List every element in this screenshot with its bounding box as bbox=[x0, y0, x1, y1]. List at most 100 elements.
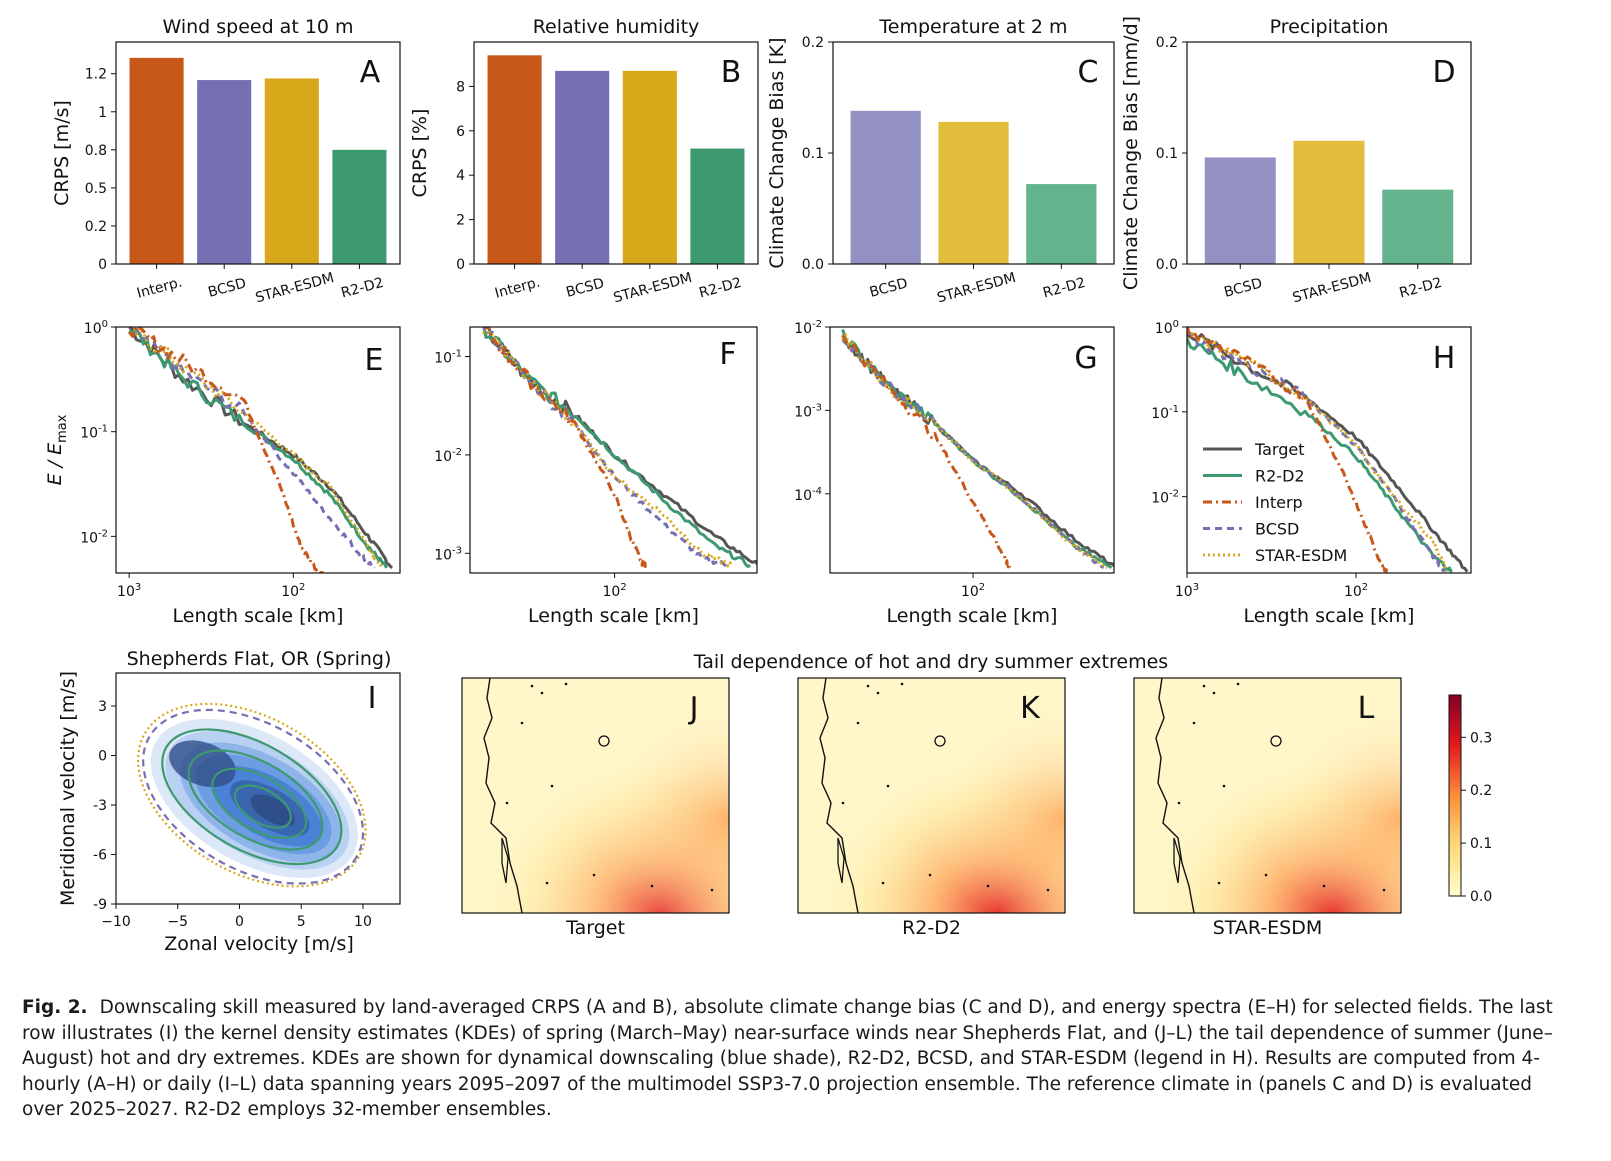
y-tick-label: 0 bbox=[98, 749, 107, 765]
x-tick-label: 102 bbox=[602, 582, 626, 600]
x-tick-label: 5 bbox=[297, 914, 306, 930]
map-island-dot bbox=[876, 691, 880, 695]
x-tick-label: BCSD bbox=[206, 275, 248, 301]
panel-i: −10 −5 0 5 10 -9 -6 -3 0 3 Shepherds Flat, OR (Spr… bbox=[57, 648, 401, 955]
map-island-dot bbox=[866, 684, 870, 688]
caption-text: Downscaling skill measured by land-avera… bbox=[22, 997, 1553, 1120]
y-axis-label: E / Emax bbox=[44, 414, 70, 485]
legend-label: BCSD bbox=[1255, 520, 1299, 539]
x-tick-label: STAR-ESDM bbox=[612, 270, 694, 306]
x-axis-label: Zonal velocity [m/s] bbox=[164, 933, 354, 955]
panel-title: Temperature at 2 m bbox=[878, 16, 1067, 38]
series-line-target bbox=[484, 327, 757, 566]
map-island-dot bbox=[856, 721, 860, 725]
series-group bbox=[1187, 327, 1469, 573]
panel-title: Relative humidity bbox=[533, 16, 700, 38]
x-tick-label: 102 bbox=[281, 582, 305, 600]
panel-letter: I bbox=[368, 681, 377, 716]
map-lake-outline bbox=[934, 735, 946, 747]
panel-letter: G bbox=[1074, 341, 1097, 376]
figure-caption: Fig. 2. Downscaling skill measured by lan… bbox=[22, 995, 1562, 1123]
map-l: L STAR-ESDM bbox=[1133, 677, 1402, 939]
panel-a: Interp. BCSD STAR-ESDM R2-D2 0 0.2 0.5 0.8 1 1.2 W… bbox=[51, 16, 401, 306]
x-tick-label: −5 bbox=[167, 914, 188, 930]
legend-label: STAR-ESDM bbox=[1255, 546, 1347, 565]
x-tick-label: R2-D2 bbox=[339, 275, 385, 302]
kde-contour-bcsd bbox=[142, 708, 365, 885]
panel-jkl: Tail dependence of hot and dry summer ex… bbox=[461, 651, 1492, 939]
map-label: STAR-ESDM bbox=[1213, 917, 1323, 939]
axes-frame bbox=[473, 41, 759, 265]
map-island-dot bbox=[1046, 888, 1050, 892]
bar-r2-d2 bbox=[332, 149, 387, 264]
x-tick-label: BCSD bbox=[1222, 275, 1264, 301]
panel-d: BCSD STAR-ESDM R2-D2 0.0 0.1 0.2 Precipitation… bbox=[1120, 16, 1472, 306]
bar-bcsd bbox=[1204, 157, 1276, 264]
x-axis-label: Length scale [km] bbox=[887, 605, 1058, 627]
panel-f: 10-1 10-2 10-3 102 Length scale [km] F bbox=[434, 326, 758, 627]
map-island-dot bbox=[1382, 888, 1386, 892]
map-island-dot bbox=[1322, 884, 1326, 888]
y-tick-label: -3 bbox=[93, 798, 107, 814]
bar-interp- bbox=[129, 57, 184, 264]
series-line-interp bbox=[841, 334, 1011, 569]
map-island-dot bbox=[928, 873, 932, 877]
y-tick-label: 10-3 bbox=[794, 402, 822, 420]
kde-shade-level bbox=[250, 794, 295, 827]
map-bay-outline bbox=[1173, 837, 1181, 884]
x-tick-label: 102 bbox=[1344, 582, 1368, 600]
panel-g: 10-2 10-3 10-4 102 Length scale [km] G bbox=[794, 319, 1115, 627]
map-island-dot bbox=[1222, 784, 1226, 788]
map-island-dot bbox=[841, 801, 845, 805]
x-tick-label: 0 bbox=[235, 914, 244, 930]
y-tick-label: 8 bbox=[456, 79, 465, 95]
y-tick-label: 10-2 bbox=[80, 528, 108, 546]
colorbar-ramp bbox=[1448, 694, 1462, 897]
y-tick-label: 10-1 bbox=[80, 424, 108, 442]
kde-contour-r2-d2 bbox=[211, 767, 308, 840]
panel-e: 100 10-1 10-2 103 102 Length scale [km] E / Em… bbox=[44, 319, 401, 627]
y-tick-label: 6 bbox=[456, 124, 465, 140]
map-island-dot bbox=[550, 784, 554, 788]
axes-frame bbox=[1186, 326, 1472, 574]
series-group bbox=[841, 329, 1114, 570]
panel-letter: L bbox=[1358, 691, 1375, 726]
y-tick-label: 0.2 bbox=[802, 35, 824, 51]
legend-label: Target bbox=[1254, 440, 1305, 459]
map-island-dot bbox=[530, 684, 534, 688]
map-bay-outline bbox=[501, 837, 509, 884]
x-tick-label: BCSD bbox=[564, 275, 606, 301]
axes-frame bbox=[1186, 41, 1472, 265]
bar-bcsd bbox=[555, 70, 610, 264]
series-line-interp bbox=[483, 327, 648, 568]
map-island-dot bbox=[505, 801, 509, 805]
y-tick-label: 1.2 bbox=[85, 67, 107, 83]
y-tick-label: 0.5 bbox=[85, 181, 107, 197]
panel-letter: C bbox=[1078, 55, 1099, 90]
map-coastline bbox=[483, 677, 523, 914]
x-tick-label: Interp. bbox=[135, 274, 184, 301]
colorbar-tick-label: 0.0 bbox=[1470, 889, 1492, 905]
series-line-bcsd bbox=[841, 338, 1105, 569]
axes-frame bbox=[115, 326, 401, 574]
y-tick-label: 1 bbox=[98, 105, 107, 121]
series-line-r2-d2 bbox=[1187, 337, 1453, 573]
y-tick-label: 0.2 bbox=[85, 219, 107, 235]
map-island-dot bbox=[592, 873, 596, 877]
panel-letter: D bbox=[1432, 55, 1455, 90]
x-tick-label: BCSD bbox=[868, 275, 910, 301]
bar-r2-d2 bbox=[690, 148, 745, 264]
map-frame bbox=[1133, 677, 1402, 914]
x-axis-label: Length scale [km] bbox=[173, 605, 344, 627]
legend-label: R2-D2 bbox=[1255, 467, 1305, 486]
kde-shade-core bbox=[169, 740, 236, 788]
y-axis-label: CRPS [%] bbox=[409, 109, 431, 198]
y-tick-label: 10-2 bbox=[794, 319, 822, 337]
y-tick-label: -6 bbox=[93, 848, 107, 864]
panel-letter: B bbox=[721, 55, 742, 90]
legend-label: Interp bbox=[1255, 493, 1303, 512]
kde-contour-r2-d2 bbox=[161, 728, 343, 866]
map-island-dot bbox=[564, 682, 568, 686]
axes-frame bbox=[115, 672, 401, 905]
y-tick-label: 4 bbox=[456, 168, 465, 184]
